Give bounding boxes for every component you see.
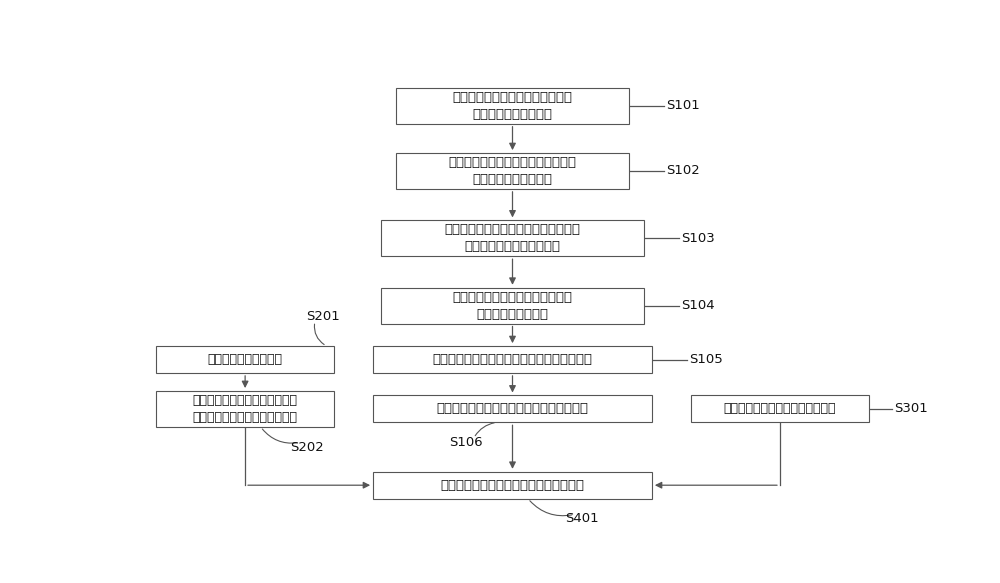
FancyBboxPatch shape (396, 88, 629, 124)
FancyBboxPatch shape (373, 395, 652, 422)
Text: S202: S202 (290, 441, 324, 454)
Text: 计算水泵皮带轮在每个特定转速下
旋转一周产生的损伤: 计算水泵皮带轮在每个特定转速下 旋转一周产生的损伤 (452, 291, 572, 321)
Text: 采用有限元方法计算在每个特定转速下
水泵皮带轮旋转一周的应力: 采用有限元方法计算在每个特定转速下 水泵皮带轮旋转一周的应力 (444, 223, 580, 253)
Text: 计算整车道路试验水泵皮带轮产生的总损伤: 计算整车道路试验水泵皮带轮产生的总损伤 (436, 402, 588, 415)
Text: 设定单体试验的皮带力: 设定单体试验的皮带力 (208, 353, 283, 366)
Text: S106: S106 (449, 436, 483, 449)
Text: S103: S103 (681, 232, 715, 245)
Text: S201: S201 (306, 310, 340, 324)
FancyBboxPatch shape (373, 346, 652, 373)
Text: 将采集的水泵皮带轮的转速及皮带力
归并为若干个特定转速: 将采集的水泵皮带轮的转速及皮带力 归并为若干个特定转速 (448, 156, 576, 186)
FancyBboxPatch shape (156, 391, 334, 427)
Text: 采集整车道路试验时水泵皮带轮的
转速及水泵皮带力数据: 采集整车道路试验时水泵皮带轮的 转速及水泵皮带力数据 (452, 91, 572, 121)
FancyBboxPatch shape (381, 287, 644, 324)
FancyBboxPatch shape (156, 346, 334, 373)
FancyBboxPatch shape (396, 153, 629, 189)
FancyBboxPatch shape (691, 395, 869, 422)
Text: 设定单体试验时水泵皮带轮的转速: 设定单体试验时水泵皮带轮的转速 (724, 402, 836, 415)
Text: S102: S102 (666, 164, 700, 177)
FancyBboxPatch shape (381, 220, 644, 257)
Text: S104: S104 (681, 299, 715, 312)
FancyBboxPatch shape (373, 472, 652, 498)
Text: 计算水泵皮带轮在每个特定转速下产生的损伤: 计算水泵皮带轮在每个特定转速下产生的损伤 (432, 353, 592, 366)
Text: S105: S105 (689, 353, 723, 366)
Text: S401: S401 (565, 512, 599, 525)
Text: S301: S301 (895, 402, 928, 415)
Text: S101: S101 (666, 99, 700, 113)
Text: 计算得到水泵皮带轮单体试验的试验时间: 计算得到水泵皮带轮单体试验的试验时间 (440, 479, 584, 491)
Text: 采用有限元方法计算单体试验时
水泵皮带轮旋转一周产生的损伤: 采用有限元方法计算单体试验时 水泵皮带轮旋转一周产生的损伤 (193, 394, 298, 424)
